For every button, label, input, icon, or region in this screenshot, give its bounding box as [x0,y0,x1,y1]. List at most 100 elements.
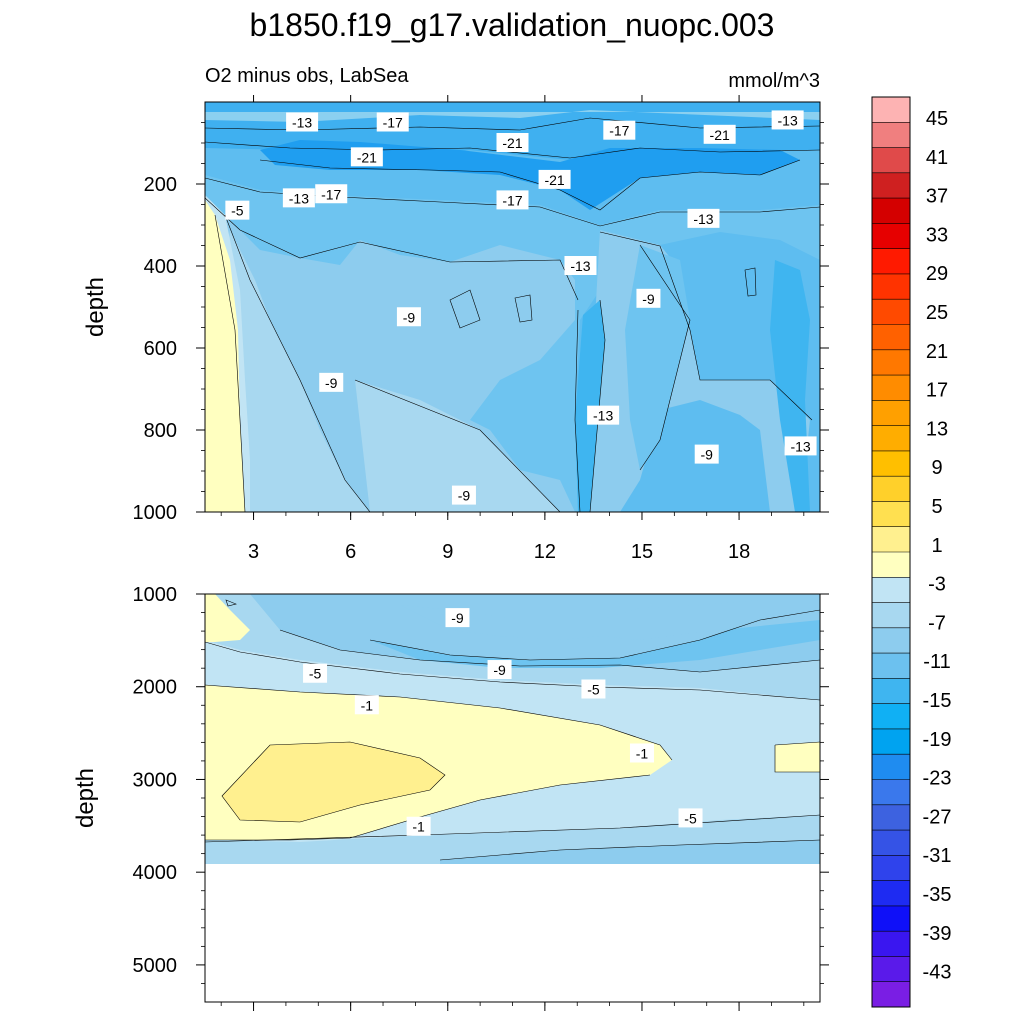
upper-band-positive [205,200,245,512]
colorbar-swatch [872,779,910,806]
contour-label: -13 [790,438,810,454]
colorbar-label: -3 [928,574,946,596]
lower-band-bottom-deep [440,840,820,864]
colorbar-label: 17 [926,380,948,402]
lower-y-axis-label: depth [72,768,99,828]
upper-y-tick-label: 600 [144,338,177,360]
colorbar-swatch [872,476,910,502]
colorbar-swatch [872,956,910,983]
contour-label: -13 [570,258,590,274]
contour-label-box [581,679,606,699]
contour-label: -13 [593,408,613,424]
contour-label-box [629,743,654,763]
lower-y-tick-label: 5000 [133,955,178,977]
upper-x-tick-label: 15 [631,541,653,563]
contour-label: -9 [458,488,471,504]
colorbar-swatch [872,830,910,856]
colorbar-swatch [872,981,910,1008]
contour-label-box [678,808,703,828]
contour-label: -21 [544,172,564,188]
contour-label-box [784,436,817,456]
colorbar-swatch [872,273,910,300]
colorbar-swatch [872,880,910,907]
contour-label: -1 [361,697,374,713]
contour-label: -13 [289,190,309,206]
subtitle-right: mmol/m^3 [728,70,820,92]
lower-band-positive-top [205,594,250,642]
upper-contour-labels: -13 -17 -21 -17 -21 -13 -21 -21 -13 -17 -17 -5 -13 -1… [225,110,817,505]
upper-band-pale-mid [355,380,560,512]
contour-label-box [496,190,529,210]
upper-y-tick-label: 1000 [133,502,178,524]
contour-label: -17 [609,123,629,139]
colorbar-label: 13 [926,418,948,440]
colorbar-label: 29 [926,263,948,285]
colorbar-swatch [872,754,910,780]
colorbar-label: 5 [931,496,942,518]
colorbar-swatch [872,299,910,325]
colorbar: 45 41 37 33 29 25 21 17 13 9 5 1 -3 -7 -11 -15 -19 -23 -27… [871,96,952,1008]
contour-label-box [445,608,470,628]
contour-label: -9 [403,309,416,325]
upper-x-tick-label: 3 [248,541,259,563]
upper-contour-lines [205,117,820,512]
colorbar-swatch [872,577,910,604]
contour-label-box [771,110,804,130]
colorbar-label: -27 [923,806,952,828]
contour-label-box [282,188,315,208]
upper-x-tick-label: 12 [534,541,556,563]
contour-label-box [636,288,661,308]
colorbar-swatch [872,703,910,730]
figure-title: b1850.f19_g17.validation_nuopc.003 [250,7,775,43]
colorbar-swatch [872,97,910,123]
colorbar-swatch [872,728,910,755]
colorbar-swatch [872,450,910,477]
contour-label-box [694,444,719,464]
lower-contour-field [205,594,820,864]
contour-label: -13 [292,115,312,131]
contour-label: -9 [325,375,338,391]
contour-label-box [406,816,431,836]
contour-label-box [687,208,720,228]
contour-label: -5 [309,666,322,682]
upper-band-top [205,110,820,122]
contour-label: -13 [693,211,713,227]
colorbar-swatch [872,324,910,351]
lower-y-tick-label: 4000 [133,862,178,884]
upper-y-tick-label: 400 [144,256,177,278]
colorbar-label: -35 [923,884,952,906]
colorbar-swatch [872,526,910,553]
lower-band-positive-right [775,742,820,772]
contour-label-box [376,112,409,132]
lower-y-tick-label: 2000 [133,677,178,699]
contour-label-box [396,307,421,327]
contour-label: -1 [412,819,425,835]
contour-label-box [286,112,319,132]
colorbar-swatch [872,198,910,224]
contour-label: -5 [231,203,244,219]
colorbar-label: -15 [923,690,952,712]
upper-x-tick-label: 18 [728,541,750,563]
contour-label-box [487,660,512,680]
colorbar-swatch [872,425,910,452]
colorbar-swatch [872,602,910,629]
lower-contour-labels: -9 -9 -5 -5 -1 -1 -1 -5 [303,608,703,836]
colorbar-label: -39 [923,923,952,945]
colorbar-swatch [872,501,910,528]
colorbar-swatch [872,804,910,831]
contour-label: -5 [587,682,600,698]
colorbar-swatch [872,905,910,932]
lower-contour-lines [205,599,820,861]
colorbar-swatch [872,678,910,705]
upper-axes: 3 6 9 12 15 18 200 400 600 800 1000 [133,95,829,563]
contour-label-box [703,124,736,144]
subtitle-left: O2 minus obs, LabSea [205,65,409,87]
upper-panel: 3 6 9 12 15 18 200 400 600 800 1000 -13 -17 -21 -17 -2… [82,95,829,563]
upper-y-tick-label: 800 [144,420,177,442]
colorbar-swatch [872,931,910,957]
colorbar-swatch [872,375,910,401]
lower-panel: 1000 2000 3000 4000 5000 -9 -9 -5 -5 -1 -1 -1 -5 de… [72,584,829,1011]
colorbar-frame [871,96,911,1008]
